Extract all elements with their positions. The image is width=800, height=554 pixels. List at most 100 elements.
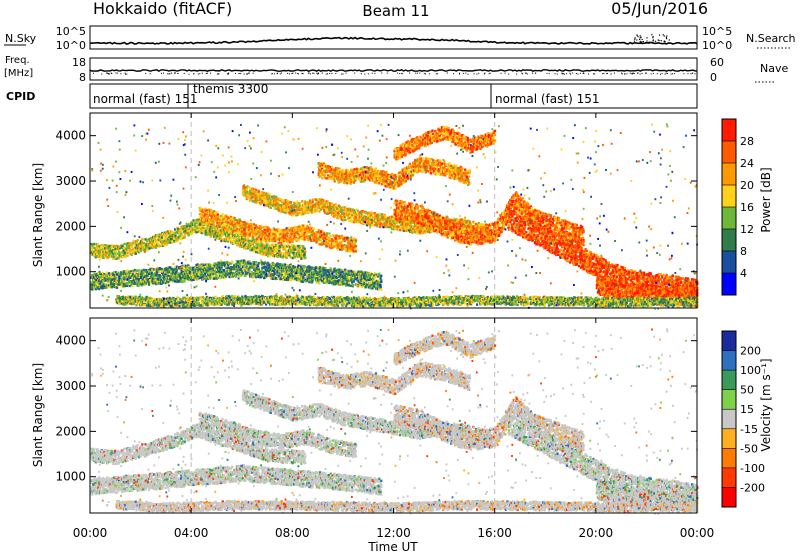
power-cell (245, 242, 248, 246)
power-cell (134, 252, 137, 255)
power-cell (91, 287, 94, 290)
power-cell (295, 278, 298, 282)
power-cell (279, 251, 282, 255)
power-cell (109, 285, 112, 288)
power-cell (110, 244, 113, 247)
power-cell (153, 268, 156, 271)
power-cell (170, 278, 173, 281)
power-cell (379, 283, 382, 287)
power-cell (131, 276, 135, 280)
power-cell (245, 236, 248, 240)
power-cell (94, 280, 97, 283)
power-cell (219, 218, 222, 222)
power-cell (247, 185, 250, 189)
power-cell (205, 266, 208, 269)
power-cell (186, 277, 189, 281)
power-cell (264, 249, 267, 252)
power-cell (133, 247, 136, 250)
power-cell (293, 249, 296, 252)
power-cell (194, 266, 197, 269)
power-cell (149, 241, 153, 244)
power-cell (141, 275, 144, 278)
power-cell (204, 263, 207, 266)
power-cell (189, 225, 192, 228)
power-cell (127, 278, 130, 281)
power-cell (235, 235, 238, 238)
power-cell (286, 268, 289, 272)
power-cell (199, 230, 202, 233)
power-cell (155, 269, 159, 272)
power-cell (287, 275, 290, 279)
power-cell (257, 267, 260, 270)
power-cell (180, 276, 183, 279)
power-cell (112, 284, 115, 287)
power-cell (151, 273, 154, 276)
power-cell (137, 269, 141, 272)
power-cell (212, 272, 215, 276)
power-cell (297, 247, 300, 250)
power-cell (96, 283, 99, 286)
power-cell (130, 249, 133, 252)
power-cell (369, 287, 372, 290)
power-cell (165, 270, 168, 274)
power-cell (207, 226, 210, 229)
power-cell (98, 252, 101, 255)
power-cell (219, 235, 222, 238)
power-cell (269, 250, 272, 253)
power-cell (183, 230, 186, 234)
power-cell (250, 246, 253, 249)
power-cell (233, 274, 236, 278)
power-cell (192, 219, 195, 222)
power-cell (251, 246, 254, 249)
power-cell (283, 253, 286, 256)
power-cell (147, 239, 151, 243)
power-cell (244, 269, 247, 272)
power-cell (126, 282, 129, 286)
power-cell (291, 272, 294, 275)
power-cell (93, 286, 96, 289)
power-cell (340, 268, 343, 272)
power-cell (205, 231, 208, 235)
power-cell (178, 232, 181, 235)
power-cell (94, 247, 97, 250)
power-cell (182, 265, 185, 268)
power-cell (257, 275, 260, 278)
power-cell (207, 233, 210, 237)
power-cell (92, 274, 95, 277)
power-cell (106, 246, 109, 250)
power-cell (285, 256, 288, 259)
power-cell (273, 276, 276, 279)
power-cell (297, 251, 300, 254)
power-cell (159, 244, 162, 248)
power-cell (233, 273, 236, 276)
power-cell (103, 245, 106, 249)
power-cell (122, 276, 125, 279)
nsky-panel: N.Sky 10^5 10^0 10^5 10^0 N.Search (4, 25, 796, 52)
power-cell (197, 226, 200, 229)
power-cell (221, 229, 224, 233)
power-cell (100, 275, 103, 279)
power-cell (173, 240, 176, 243)
power-cell (184, 230, 187, 233)
power-cell (102, 276, 105, 280)
power-cell (97, 286, 100, 289)
power-cell (108, 283, 111, 287)
power-cell (304, 250, 307, 253)
power-cell (161, 232, 165, 236)
power-cell (137, 282, 140, 286)
power-cell (275, 249, 278, 253)
power-cell (163, 243, 166, 247)
power-cell (251, 264, 254, 268)
power-cell (292, 275, 295, 278)
power-cell (123, 242, 126, 246)
power-cell (97, 272, 100, 275)
power-cell (206, 267, 209, 271)
power-cell (215, 236, 218, 239)
power-cell (213, 262, 216, 265)
power-cell (261, 240, 264, 244)
power-cell (289, 270, 292, 273)
power-cell (100, 273, 103, 276)
power-cell (141, 278, 145, 281)
power-cell (104, 247, 107, 250)
power-cell (299, 266, 302, 269)
